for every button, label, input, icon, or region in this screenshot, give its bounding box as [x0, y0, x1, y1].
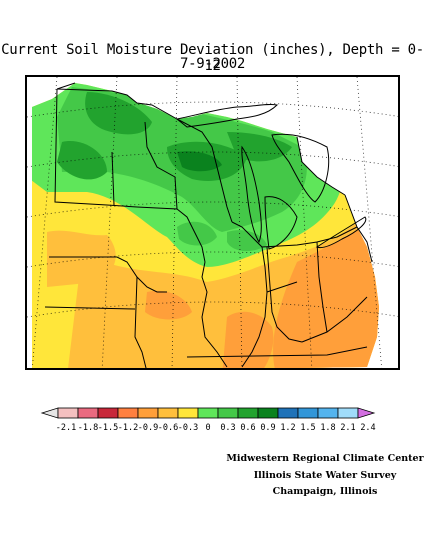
credit-line-2: Illinois State Water Survey: [253, 470, 397, 481]
legend-tick-label: 2.1: [340, 423, 355, 433]
state-boundaries: [44, 88, 368, 368]
soil-moisture-map: [27, 77, 398, 368]
credit-line-3: Champaign, Illinois: [272, 486, 378, 497]
region-outline: [56, 82, 373, 263]
legend-swatch: [257, 407, 279, 419]
legend-swatch: [137, 407, 159, 419]
legend-tick-label: -0.9: [138, 423, 158, 433]
legend-bar: -2.1 -1.8 -1.5 -1.2 -0.9 -0.6 -0.3 0 0.3 0.6 0.9 1.…: [40, 407, 376, 433]
map-date: 7-9-2002: [179, 56, 246, 72]
legend-swatch: [157, 407, 179, 419]
credit-line-1: Midwestern Regional Climate Center: [226, 453, 424, 464]
legend-tick-label: 2.4: [360, 423, 375, 433]
moisture-field: [32, 83, 379, 368]
legend-tick-label: -1.5: [98, 423, 118, 433]
legend-swatch: [77, 407, 99, 419]
legend-swatch: [237, 407, 259, 419]
map-frame: [25, 75, 400, 370]
legend-tick-label: 0.6: [240, 423, 255, 433]
legend-tick-label: 0.9: [260, 423, 275, 433]
legend-over-arrow: [357, 407, 376, 419]
legend-tick-label: -1.2: [118, 423, 138, 433]
graticule: [27, 77, 398, 368]
legend-swatch: [297, 407, 319, 419]
legend-tick-label: 1.2: [280, 423, 295, 433]
legend-tick-label: -0.3: [178, 423, 198, 433]
legend-tick-label: 1.8: [320, 423, 335, 433]
legend-swatch: [57, 407, 79, 419]
legend-tick-label: 0.3: [220, 423, 235, 433]
legend-tick-label: 0: [205, 423, 210, 433]
legend-swatch: [217, 407, 239, 419]
color-legend: -2.1 -1.8 -1.5 -1.2 -0.9 -0.6 -0.3 0 0.3 0.6 0.9 1.…: [40, 405, 390, 445]
legend-tick-label: 1.5: [300, 423, 315, 433]
legend-tick-label: -1.8: [78, 423, 98, 433]
map-title: Current Soil Moisture Deviation (inches)…: [1, 42, 424, 74]
legend-under-arrow: [40, 407, 59, 419]
legend-swatch: [277, 407, 299, 419]
legend-swatch: [117, 407, 139, 419]
legend-tick-label: -2.1: [56, 423, 76, 433]
legend-swatch: [317, 407, 339, 419]
legend-swatch: [97, 407, 119, 419]
legend-swatch: [197, 407, 219, 419]
legend-tick-label: -0.6: [158, 423, 178, 433]
legend-swatch: [177, 407, 199, 419]
legend-swatch: [337, 407, 359, 419]
great-lakes: [175, 103, 367, 250]
